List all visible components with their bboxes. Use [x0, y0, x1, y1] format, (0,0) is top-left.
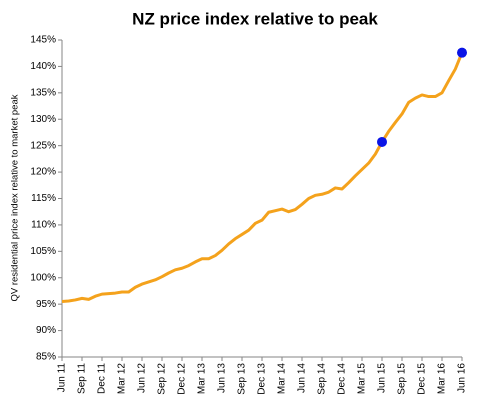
x-tick-label: Jun 15	[377, 363, 388, 393]
y-tick-label: 110%	[31, 220, 56, 231]
x-tick-label: Sep 14	[317, 363, 328, 395]
x-tick-label: Dec 13	[257, 363, 268, 395]
x-tick-label: Mar 15	[357, 363, 368, 395]
y-axis-label: QV residential price index relative to m…	[10, 94, 21, 301]
x-tick-label: Sep 11	[77, 363, 88, 394]
y-tick-label: 90%	[36, 325, 56, 336]
y-tick-label: 100%	[30, 272, 56, 283]
y-tick-label: 125%	[30, 140, 56, 151]
y-tick-label: 115%	[31, 193, 56, 204]
highlight-point	[377, 136, 387, 147]
x-tick-label: Dec 11	[97, 363, 108, 394]
x-tick-label: Mar 16	[437, 363, 448, 395]
x-tick-label: Mar 14	[277, 363, 288, 395]
y-tick-label: 145%	[30, 35, 56, 46]
y-tick-label: 85%	[36, 352, 56, 363]
x-tick-label: Mar 13	[197, 363, 208, 395]
series-line	[61, 52, 464, 304]
x-tick-label: Mar 12	[117, 363, 128, 395]
x-tick-label: Sep 13	[237, 363, 248, 395]
y-tick-label: 105%	[30, 246, 56, 257]
y-tick-label: 135%	[30, 87, 56, 98]
chart-title: NZ price index relative to peak	[132, 9, 378, 28]
y-tick-label: 140%	[30, 61, 56, 72]
x-tick-label: Sep 15	[397, 363, 408, 395]
x-tick-label: Dec 15	[417, 363, 428, 395]
y-tick-label: 120%	[30, 167, 56, 178]
x-tick-label: Dec 14	[337, 363, 348, 395]
x-tick-label: Jun 16	[457, 363, 468, 393]
x-tick-label: Dec 12	[177, 363, 188, 395]
y-tick-label: 130%	[30, 114, 56, 125]
x-tick-label: Jun 12	[137, 363, 148, 393]
x-tick-label: Jun 11	[57, 363, 68, 393]
x-tick-label: Jun 13	[217, 363, 228, 393]
x-tick-label: Jun 14	[297, 363, 308, 393]
highlight-point	[457, 47, 467, 58]
x-tick-label: Sep 12	[157, 363, 168, 395]
y-tick-label: 95%	[36, 299, 56, 310]
